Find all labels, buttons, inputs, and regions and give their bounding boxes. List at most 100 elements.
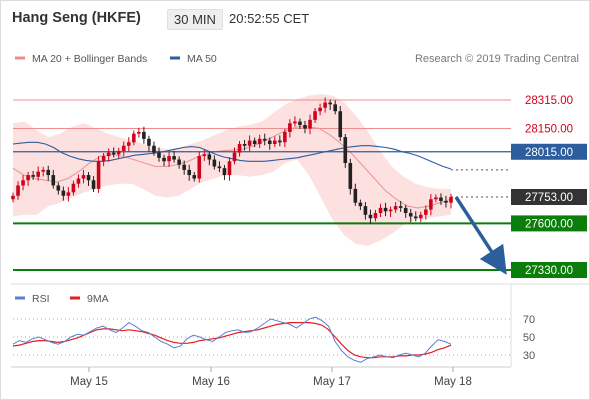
candle-body xyxy=(328,102,332,105)
candle-body xyxy=(81,175,86,179)
candle-body xyxy=(358,202,363,207)
candle-body xyxy=(91,180,96,189)
candle-body xyxy=(86,175,91,181)
level-box-27330.00 xyxy=(511,262,587,278)
candle-body xyxy=(46,169,51,176)
level-label-28315.00: 28315.00 xyxy=(525,95,573,107)
candle-body xyxy=(373,213,378,219)
main-legend-label-0: MA 20 + Bollinger Bands xyxy=(32,53,147,65)
candle-body xyxy=(106,152,111,157)
instrument-title: Hang Seng (HKFE) xyxy=(12,10,141,26)
x-label-0: May 15 xyxy=(70,376,108,388)
candle-body xyxy=(157,152,161,158)
candle-body xyxy=(207,154,212,160)
candle-body xyxy=(439,197,443,201)
rsi-legend-label-1: 9MA xyxy=(87,293,109,305)
candle-body xyxy=(11,195,15,200)
candle-body xyxy=(444,200,448,203)
candle-body xyxy=(368,214,373,219)
candle-body xyxy=(252,140,257,145)
candle-body xyxy=(237,144,242,153)
level-label-27753.00: 27753.00 xyxy=(525,192,573,204)
candle-body xyxy=(403,207,408,214)
candle-body xyxy=(66,192,71,196)
main-legend-label-1: MA 50 xyxy=(187,53,217,65)
candle-body xyxy=(313,111,317,120)
candle-body xyxy=(288,123,292,132)
candle-body xyxy=(308,119,312,129)
rsi-tick-70: 70 xyxy=(523,314,535,326)
candle-body xyxy=(126,142,131,146)
candle-body xyxy=(152,145,156,153)
candle-body xyxy=(212,159,217,167)
candle-body xyxy=(71,183,76,193)
rsi-legend-label-0: RSI xyxy=(32,293,50,305)
candle-body xyxy=(413,216,418,219)
candle-body xyxy=(197,156,202,179)
rsi-tick-30: 30 xyxy=(523,350,535,362)
candle-body xyxy=(227,161,232,176)
level-label-27600.00: 27600.00 xyxy=(525,218,573,230)
candle-body xyxy=(278,140,282,143)
candle-body xyxy=(101,156,106,162)
candle-body xyxy=(247,140,252,146)
candle-body xyxy=(303,125,307,129)
candle-body xyxy=(147,138,151,146)
candle-body xyxy=(408,213,413,217)
candle-body xyxy=(192,175,197,179)
rsi-9ma-line xyxy=(12,322,452,359)
candle-body xyxy=(429,199,433,210)
candle-body xyxy=(232,152,237,162)
candle-body xyxy=(378,207,383,214)
level-box-28015.00 xyxy=(511,143,587,160)
candle-body xyxy=(283,131,287,143)
candle-body xyxy=(162,157,166,162)
candle-body xyxy=(434,197,438,200)
candle-body xyxy=(111,152,116,155)
ma20-line xyxy=(12,126,452,209)
candle-body xyxy=(26,175,30,181)
ma50-line xyxy=(12,141,452,170)
candle-body xyxy=(167,156,171,162)
rsi-line xyxy=(12,316,452,363)
candle-body xyxy=(348,162,353,189)
candle-body xyxy=(36,171,40,177)
candle-body xyxy=(177,159,181,165)
level-label-27330.00: 27330.00 xyxy=(525,265,573,277)
level-label-28150.00: 28150.00 xyxy=(525,123,573,135)
rsi-legend: RSI 9MA xyxy=(15,293,109,305)
candle-body xyxy=(41,169,46,172)
candle-body xyxy=(51,175,56,186)
candle-body xyxy=(257,138,262,145)
candle-body xyxy=(363,206,368,215)
timeframe-badge[interactable]: 30 MIN xyxy=(167,9,223,30)
candle-body xyxy=(318,107,322,112)
candle-body xyxy=(272,140,277,145)
candle-body xyxy=(388,209,393,212)
candle-body xyxy=(222,168,227,176)
candle-body xyxy=(418,214,423,219)
candle-body xyxy=(217,166,222,169)
candle-body xyxy=(262,138,267,141)
candle-body xyxy=(333,104,338,112)
candle-body xyxy=(96,161,101,189)
candle-body xyxy=(343,137,348,163)
candle-body xyxy=(323,102,327,108)
candle-body xyxy=(121,145,126,151)
candle-body xyxy=(16,185,20,196)
candle-body xyxy=(393,206,398,210)
candle-body xyxy=(56,185,61,191)
clock-label: 20:52:55 CET xyxy=(229,11,310,26)
watermark-text: Research © 2019 Trading Central xyxy=(415,53,579,65)
candle-body xyxy=(187,169,192,176)
rsi-tick-50: 50 xyxy=(523,332,535,344)
candle-body xyxy=(61,190,66,196)
candle-body xyxy=(31,175,35,177)
candle-body xyxy=(137,131,141,134)
forecast-arrow xyxy=(454,196,507,275)
candle-body xyxy=(21,180,25,186)
candle-body xyxy=(267,140,272,145)
candle-body xyxy=(424,209,428,215)
